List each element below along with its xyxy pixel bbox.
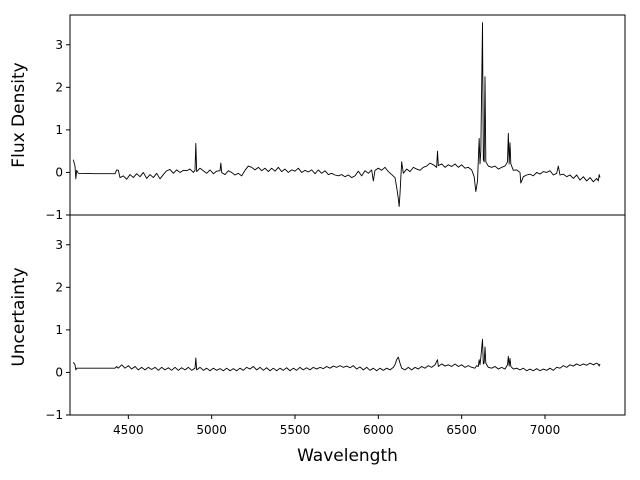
bottom-x-tick-label: 7000: [530, 423, 561, 437]
bottom-x-tick-label: 5500: [280, 423, 311, 437]
bottom-x-tick-label: 4500: [113, 423, 144, 437]
flux-density-panel: −1 0 1 2 3 Flux Density: [9, 14, 626, 222]
bottom-x-axis-label: Wavelength: [297, 446, 398, 466]
bottom-x-tick-label: 5000: [196, 423, 227, 437]
bottom-plot-frame: [69, 214, 626, 416]
top-y-tick-label: 3: [55, 38, 63, 52]
top-y-axis-label: Flux Density: [9, 62, 29, 167]
bottom-series-line: [72, 338, 601, 372]
top-series-line: [72, 22, 601, 207]
top-y-tick-label: 1: [55, 123, 63, 137]
uncertainty-panel: −1 0 1 2 3 4500 5000 5500 6000 6500 7000 Uncertaint…: [9, 214, 626, 466]
top-y-tick-label: 2: [55, 80, 63, 94]
bottom-x-tick-label: 6500: [446, 423, 477, 437]
bottom-y-tick-label: 1: [55, 323, 63, 337]
bottom-y-tick-label: 3: [55, 238, 63, 252]
top-plot-frame: [69, 14, 626, 216]
bottom-y-tick-label: 0: [55, 365, 63, 379]
bottom-y-axis-label: Uncertainty: [9, 267, 29, 366]
top-y-tick-label: 0: [55, 165, 63, 179]
bottom-y-tick-label: −1: [45, 408, 63, 422]
bottom-x-tick-label: 6000: [363, 423, 394, 437]
top-y-tick-label: −1: [45, 208, 63, 222]
bottom-y-tick-label: 2: [55, 280, 63, 294]
